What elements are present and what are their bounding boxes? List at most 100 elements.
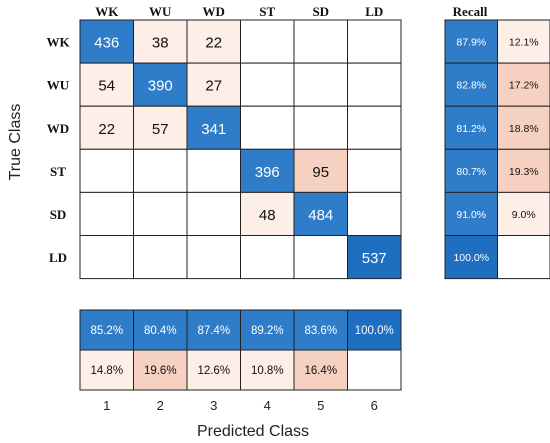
precision-cell	[79, 349, 134, 391]
precision-value: 10.8%	[251, 365, 284, 377]
matrix-value: 537	[362, 250, 387, 267]
precision-cell	[240, 349, 295, 391]
matrix-cell	[240, 105, 295, 150]
recall-cell	[444, 191, 498, 236]
recall-cell	[497, 19, 550, 64]
recall-cell	[497, 148, 550, 193]
matrix-cell	[347, 19, 402, 64]
recall-cell	[497, 62, 550, 107]
x-tick-labels: 1 2 3 4 5 6	[103, 398, 378, 413]
matrix-cell	[186, 191, 241, 236]
recall-value: 9.0%	[512, 209, 536, 221]
precision-cell	[293, 349, 348, 391]
matrix-cell	[240, 148, 295, 193]
recall-panel: 87.9% 12.1% 82.8% 17.2% 81.2% 18.8% 80.7% 19.3%…	[444, 19, 550, 280]
matrix-cell	[133, 235, 188, 280]
matrix-value: 484	[308, 207, 333, 224]
x-tick-label: 1	[103, 398, 110, 413]
col-header-label: LD	[365, 4, 383, 19]
col-header-label: WU	[149, 4, 172, 19]
matrix-value: 341	[201, 121, 226, 138]
matrix-cell	[293, 19, 348, 64]
recall-cell	[444, 235, 498, 280]
precision-value: 14.8%	[90, 365, 123, 377]
recall-title: Recall	[453, 4, 488, 19]
matrix-cell	[347, 235, 402, 280]
recall-cell	[444, 105, 498, 150]
col-header-label: WD	[203, 4, 225, 19]
matrix-value: 27	[205, 78, 222, 95]
matrix-cell	[240, 62, 295, 107]
matrix-cell	[347, 105, 402, 150]
precision-value: 19.6%	[144, 365, 177, 377]
recall-cell	[497, 235, 550, 280]
matrix-cell	[186, 235, 241, 280]
x-tick-label: 3	[210, 398, 217, 413]
matrix-cell	[293, 105, 348, 150]
matrix-cell	[79, 148, 134, 193]
recall-value: 81.2%	[456, 123, 486, 135]
recall-value: 17.2%	[509, 80, 539, 92]
recall-value: 87.9%	[456, 37, 486, 49]
recall-value: 19.3%	[509, 166, 539, 178]
recall-value: 80.7%	[456, 166, 486, 178]
row-header-label: LD	[49, 250, 67, 265]
precision-panel: 85.2% 80.4% 87.4% 89.2% 83.6% 100.0% 14.8% 19.6…	[79, 309, 402, 391]
true-class-headers: WK WU WD ST SD LD	[46, 35, 70, 265]
row-header-label: SD	[50, 207, 67, 222]
x-tick-label: 2	[157, 398, 164, 413]
matrix-value: 22	[98, 121, 115, 138]
matrix-cell	[293, 62, 348, 107]
matrix-cell	[133, 148, 188, 193]
matrix-cell	[240, 191, 295, 236]
matrix-cell	[240, 235, 295, 280]
precision-value: 16.4%	[304, 365, 337, 377]
matrix-cell	[79, 19, 134, 64]
matrix-value: 396	[255, 164, 280, 181]
precision-cell	[293, 309, 348, 351]
matrix-value: 57	[152, 121, 169, 138]
recall-value: 91.0%	[456, 209, 486, 221]
matrix-value: 22	[205, 35, 222, 52]
precision-value: 85.2%	[90, 325, 123, 337]
matrix-value: 38	[152, 35, 169, 52]
matrix-value: 436	[94, 35, 119, 52]
precision-value: 89.2%	[251, 325, 284, 337]
matrix-cell	[186, 148, 241, 193]
x-axis-label: Predicted Class	[197, 423, 309, 440]
y-axis-label: True Class	[7, 104, 24, 181]
matrix-cell	[133, 105, 188, 150]
recall-value: 82.8%	[456, 80, 486, 92]
x-tick-label: 4	[264, 398, 271, 413]
precision-cell	[186, 349, 241, 391]
recall-value: 18.8%	[509, 123, 539, 135]
precision-value: 87.4%	[197, 325, 230, 337]
matrix-value: 54	[98, 78, 115, 95]
matrix-cell	[347, 148, 402, 193]
recall-cell	[444, 148, 498, 193]
matrix-cell	[347, 191, 402, 236]
matrix-cell	[79, 191, 134, 236]
predicted-class-headers: WK WU WD ST SD LD	[95, 4, 383, 19]
col-header-label: ST	[259, 4, 275, 19]
x-tick-label: 6	[371, 398, 378, 413]
confusion-matrix: 436 38 22 54 390 27 22 57 341 396 95 48 484 537	[79, 19, 402, 280]
precision-value: 12.6%	[197, 365, 230, 377]
recall-value: 12.1%	[509, 37, 539, 49]
precision-value: 83.6%	[304, 325, 337, 337]
matrix-value: 390	[148, 78, 173, 95]
col-header-label: WK	[95, 4, 119, 19]
matrix-cell	[240, 19, 295, 64]
row-header-label: WK	[46, 35, 70, 50]
matrix-value: 95	[312, 164, 329, 181]
matrix-cell	[293, 235, 348, 280]
x-tick-label: 5	[317, 398, 324, 413]
matrix-cell	[186, 19, 241, 64]
precision-cell	[347, 349, 402, 391]
row-header-label: ST	[50, 164, 66, 179]
row-header-label: WU	[47, 78, 70, 93]
matrix-value: 48	[259, 207, 276, 224]
precision-value: 100.0%	[355, 325, 394, 337]
precision-value: 80.4%	[144, 325, 177, 337]
